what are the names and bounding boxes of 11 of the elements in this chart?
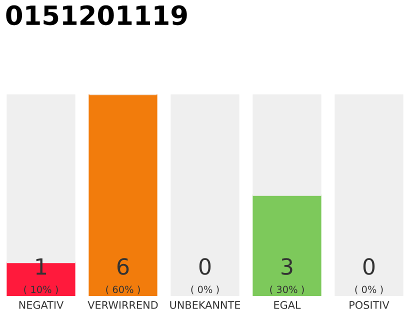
- x-tick-label: NEGATIV: [19, 301, 64, 309]
- x-tick-label: POSITIV: [350, 301, 390, 309]
- data-label: 3 ( 30% ): [270, 258, 304, 294]
- data-label: 0 ( 0% ): [355, 258, 383, 294]
- chart-title: 0151201119: [6, 5, 187, 26]
- x-tick-label: VERWIRREND: [88, 301, 158, 309]
- data-label: 6 ( 60% ): [106, 258, 140, 294]
- x-tick-label: EGAL: [274, 301, 301, 309]
- x-tick-label: UNBEKANNTE: [170, 301, 240, 309]
- data-label: 0 ( 0% ): [191, 258, 219, 294]
- data-label: 1 ( 10% ): [24, 258, 58, 294]
